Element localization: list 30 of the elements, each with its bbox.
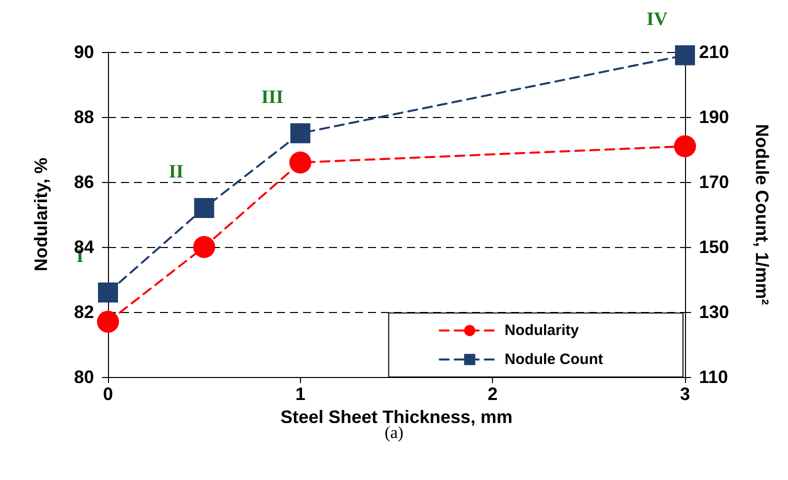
y-tick-label: 90 — [74, 42, 94, 62]
point — [674, 135, 696, 158]
y-tick-label: 82 — [74, 302, 94, 322]
point — [98, 282, 118, 302]
y-axis-title: Nodularity, % — [31, 158, 51, 272]
point — [193, 236, 216, 258]
annotation: IV — [646, 8, 668, 30]
y2-axis-title: Nodule Count, 1/mm² — [752, 124, 772, 305]
y-tick-label: 80 — [74, 367, 94, 387]
point — [289, 152, 312, 174]
y-tick-label: 88 — [74, 107, 94, 127]
annotation: II — [168, 162, 184, 182]
y2-tick-label: 210 — [699, 42, 730, 62]
y2-tick-label: 130 — [699, 302, 730, 322]
y2-tick-label: 110 — [699, 367, 728, 387]
y2-tick-label: 150 — [699, 237, 730, 257]
x-tick-label: 2 — [488, 384, 498, 404]
point — [675, 45, 695, 66]
y2-tick-label: 170 — [699, 172, 730, 192]
legend-label: Nodularity — [504, 322, 580, 339]
x-tick-label: 1 — [295, 384, 306, 404]
annotation: III — [261, 86, 284, 108]
x-tick-label: 3 — [680, 384, 690, 404]
point — [97, 310, 119, 333]
point — [194, 198, 214, 218]
y-tick-label: 86 — [74, 172, 94, 192]
x-tick-label: 0 — [102, 384, 114, 404]
y2-tick-label: 190 — [699, 107, 730, 127]
legend-label: Nodule Count — [504, 351, 604, 368]
point — [290, 123, 310, 144]
